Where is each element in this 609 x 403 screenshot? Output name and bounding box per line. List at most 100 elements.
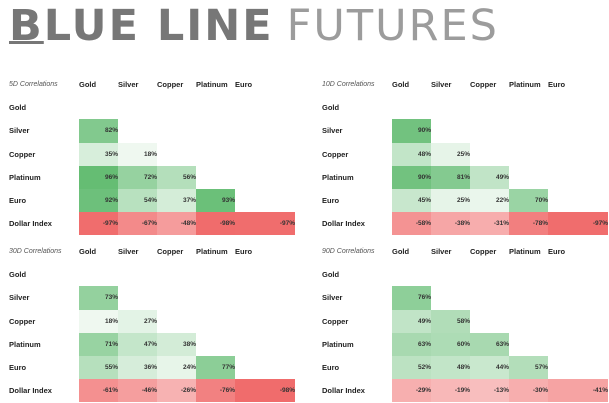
header-row: 5D Correlations Gold Silver Copper Platinum E… — [9, 73, 295, 96]
row-copper: Copper 18% 27% — [9, 309, 295, 333]
empty-cell — [118, 286, 157, 309]
row-silver: Silver 90% — [322, 119, 608, 143]
row-header-gold: Gold — [9, 103, 27, 113]
empty-cell — [548, 96, 608, 119]
empty-cell — [509, 333, 548, 356]
correlation-cell-copper-silver: 18% — [118, 142, 157, 166]
column-header-copper: Copper — [157, 80, 184, 90]
panel-30d: 30D Correlations Gold Silver Copper Platinum… — [9, 240, 295, 403]
logo-blue-line: BLUE LINE — [9, 1, 274, 51]
column-header-platinum: Platinum — [509, 80, 541, 90]
row-header-euro: Euro — [9, 196, 27, 206]
correlation-cell-dollar-index-copper: -13% — [470, 379, 509, 403]
correlation-cell-dollar-index-silver: -67% — [118, 212, 157, 236]
empty-cell — [509, 166, 548, 189]
correlation-cell-dollar-index-copper: -31% — [470, 212, 509, 236]
logo-first-letter: B — [9, 1, 44, 51]
panel-5d: 5D Correlations Gold Silver Copper Platinum E… — [9, 73, 295, 236]
correlation-cell-dollar-index-platinum: -78% — [509, 212, 548, 236]
empty-cell — [548, 189, 608, 212]
empty-cell — [509, 143, 548, 166]
row-header-dollar-index: Dollar Index — [322, 219, 365, 229]
correlation-table: 90D Correlations Gold Silver Copper Platinum… — [322, 240, 608, 403]
row-header-platinum: Platinum — [322, 339, 354, 349]
row-header-silver: Silver — [322, 126, 343, 136]
empty-cell — [196, 310, 235, 333]
correlation-cell-platinum-silver: 72% — [118, 165, 157, 189]
empty-cell — [235, 189, 295, 212]
empty-cell — [509, 96, 548, 119]
empty-cell — [118, 96, 157, 119]
correlation-cell-copper-silver: 58% — [431, 309, 470, 333]
row-silver: Silver 73% — [9, 286, 295, 310]
empty-cell — [392, 96, 431, 119]
empty-cell — [509, 119, 548, 142]
column-header-euro: Euro — [548, 247, 566, 257]
period-title: 5D Correlations — [9, 81, 58, 89]
column-header-gold: Gold — [79, 80, 97, 90]
correlation-cell-euro-copper: 37% — [157, 188, 196, 213]
correlation-cell-platinum-gold: 71% — [79, 332, 118, 356]
correlation-cell-dollar-index-silver: -38% — [431, 212, 470, 236]
panel-10d: 10D Correlations Gold Silver Copper Platinum… — [322, 73, 608, 236]
empty-cell — [470, 119, 509, 142]
row-header-copper: Copper — [9, 149, 36, 159]
correlation-cell-copper-gold: 35% — [79, 142, 118, 166]
period-title: 90D Correlations — [322, 248, 375, 256]
correlation-cell-euro-silver: 25% — [431, 188, 470, 213]
empty-cell — [235, 96, 295, 119]
row-dollar-index: Dollar Index -97% -67% -48% -98% -97% — [9, 212, 295, 236]
empty-cell — [392, 263, 431, 286]
row-platinum: Platinum 96% 72% 56% — [9, 165, 295, 189]
correlation-cell-platinum-copper: 38% — [157, 332, 196, 356]
row-header-silver: Silver — [9, 126, 30, 136]
empty-cell — [235, 356, 295, 379]
row-header-euro: Euro — [9, 363, 27, 373]
column-header-euro: Euro — [548, 80, 566, 90]
empty-cell — [118, 263, 157, 286]
empty-cell — [470, 263, 509, 286]
correlation-cell-copper-silver: 27% — [118, 309, 157, 333]
row-header-euro: Euro — [322, 196, 340, 206]
empty-cell — [157, 143, 196, 166]
column-header-gold: Gold — [79, 247, 97, 257]
row-header-dollar-index: Dollar Index — [9, 219, 52, 229]
empty-cell — [431, 119, 470, 142]
correlation-cell-platinum-gold: 63% — [392, 332, 431, 356]
empty-cell — [548, 286, 608, 309]
empty-cell — [196, 143, 235, 166]
column-header-silver: Silver — [431, 80, 452, 90]
correlation-cell-dollar-index-gold: -29% — [392, 379, 431, 403]
correlation-cell-platinum-copper: 56% — [157, 165, 196, 189]
row-header-euro: Euro — [322, 363, 340, 373]
correlation-cell-dollar-index-euro: -98% — [235, 379, 295, 403]
row-header-silver: Silver — [9, 293, 30, 303]
empty-cell — [196, 96, 235, 119]
correlation-cell-euro-gold: 52% — [392, 355, 431, 380]
correlation-table: 10D Correlations Gold Silver Copper Platinum… — [322, 73, 608, 236]
empty-cell — [509, 286, 548, 309]
correlation-table: 5D Correlations Gold Silver Copper Platinum E… — [9, 73, 295, 236]
row-platinum: Platinum 63% 60% 63% — [322, 332, 608, 356]
row-euro: Euro 55% 36% 24% 77% — [9, 355, 295, 380]
correlation-table: 30D Correlations Gold Silver Copper Platinum… — [9, 240, 295, 403]
empty-cell — [235, 263, 295, 286]
empty-cell — [470, 310, 509, 333]
correlation-cell-copper-gold: 48% — [392, 142, 431, 166]
column-header-copper: Copper — [157, 247, 184, 257]
correlation-cell-platinum-silver: 60% — [431, 332, 470, 356]
correlation-cell-silver-gold: 90% — [392, 119, 431, 143]
row-euro: Euro 45% 25% 22% 70% — [322, 188, 608, 213]
correlation-cell-copper-gold: 49% — [392, 309, 431, 333]
correlation-cell-euro-copper: 24% — [157, 355, 196, 380]
logo-rest: LUE LINE — [43, 1, 274, 51]
correlation-cell-silver-gold: 76% — [392, 286, 431, 310]
row-header-gold: Gold — [9, 270, 27, 280]
row-dollar-index: Dollar Index -61% -46% -26% -76% -98% — [9, 379, 295, 403]
empty-cell — [548, 143, 608, 166]
row-header-gold: Gold — [322, 270, 340, 280]
column-header-silver: Silver — [118, 80, 139, 90]
correlation-cell-euro-platinum: 57% — [509, 355, 548, 380]
column-header-copper: Copper — [470, 80, 497, 90]
header-row: 10D Correlations Gold Silver Copper Platinum… — [322, 73, 608, 96]
